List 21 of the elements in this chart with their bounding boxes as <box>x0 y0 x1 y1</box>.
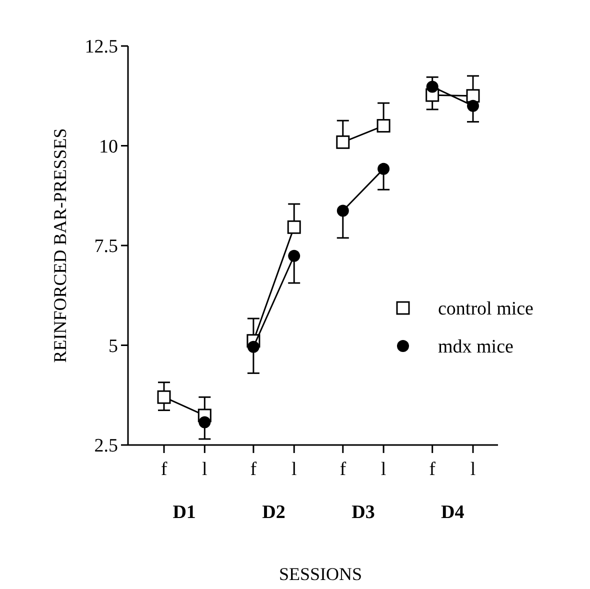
x-tick-label: f <box>340 459 347 480</box>
x-tick-label: l <box>291 459 297 480</box>
y-tick-label: 2.5 <box>94 436 118 457</box>
text: D4 <box>441 502 465 523</box>
y-tick-label: 5 <box>108 336 118 357</box>
x-tick-label: l <box>202 459 208 480</box>
legend-label: mdx mice <box>438 336 514 358</box>
y-tick-label: 7.5 <box>94 236 118 258</box>
y-tick-label: 10 <box>99 136 118 158</box>
x-tick-label: f <box>160 459 168 480</box>
legend-label: control mice <box>438 298 534 320</box>
y-axis-title: REINFORCED BAR-PRESSES <box>50 128 70 363</box>
x-tick-label: l <box>380 459 386 480</box>
text: D3 <box>352 502 375 523</box>
x-tick-label: f <box>429 459 436 480</box>
x-tick-label: l <box>470 459 476 480</box>
y-tick-label: 12.5 <box>84 36 118 58</box>
text: D2 <box>262 502 286 523</box>
text: D1 <box>172 502 196 523</box>
x-tick-label: f <box>250 459 258 480</box>
x-axis-title: SESSIONS <box>278 564 362 584</box>
